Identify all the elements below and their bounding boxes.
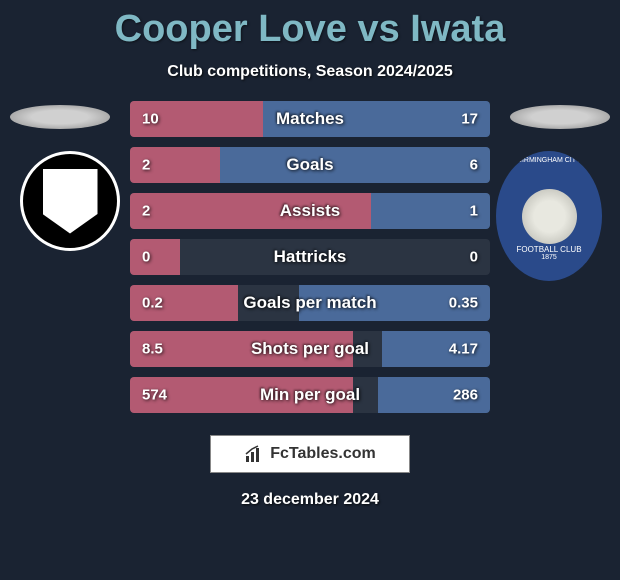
stat-label: Hattricks xyxy=(274,247,347,267)
stat-label: Min per goal xyxy=(260,385,360,405)
stat-value-left: 2 xyxy=(142,157,150,174)
stat-value-right: 0 xyxy=(470,249,478,266)
stat-label: Goals xyxy=(286,155,333,175)
ball-icon xyxy=(522,189,577,244)
stat-value-left: 574 xyxy=(142,387,167,404)
stat-value-left: 0 xyxy=(142,249,150,266)
comparison-panel: BIRMINGHAM CITY FOOTBALL CLUB 1875 1017M… xyxy=(0,101,620,423)
stat-value-right: 6 xyxy=(470,157,478,174)
stat-label: Assists xyxy=(280,201,340,221)
stat-value-right: 4.17 xyxy=(449,341,478,358)
date-label: 23 december 2024 xyxy=(0,491,620,509)
stat-label: Goals per match xyxy=(243,293,376,313)
badge-base-right xyxy=(510,105,610,129)
stat-label: Shots per goal xyxy=(251,339,369,359)
stat-value-left: 10 xyxy=(142,111,159,128)
badge-base-left xyxy=(10,105,110,129)
stat-label: Matches xyxy=(276,109,344,129)
stat-value-left: 2 xyxy=(142,203,150,220)
stat-row: 0 0 Hattricks xyxy=(130,239,490,275)
stat-value-right: 17 xyxy=(461,111,478,128)
stat-row: 574 286 Min per goal xyxy=(130,377,490,413)
subtitle: Club competitions, Season 2024/2025 xyxy=(0,63,620,81)
brand-text: FcTables.com xyxy=(270,445,376,463)
club-badge-right: BIRMINGHAM CITY FOOTBALL CLUB 1875 xyxy=(496,151,602,281)
shield-icon xyxy=(20,151,120,251)
stat-value-right: 1 xyxy=(470,203,478,220)
bar-right-fill xyxy=(220,147,490,183)
stat-value-left: 0.2 xyxy=(142,295,163,312)
bar-left-fill xyxy=(130,239,180,275)
stat-row: 8.5 4.17 Shots per goal xyxy=(130,331,490,367)
club-badge-left xyxy=(20,151,120,251)
shield-inner xyxy=(43,169,98,234)
stat-value-right: 286 xyxy=(453,387,478,404)
badge-ribbon: FOOTBALL CLUB 1875 xyxy=(509,245,589,263)
stats-bars: 10 17 Matches 2 6 Goals 2 1 Assists 0 0 Hattricks 0.… xyxy=(130,101,490,423)
stat-row: 2 6 Goals xyxy=(130,147,490,183)
chart-icon xyxy=(244,444,264,464)
stat-value-left: 8.5 xyxy=(142,341,163,358)
stat-row: 0.2 0.35 Goals per match xyxy=(130,285,490,321)
badge-year: 1875 xyxy=(509,254,589,261)
badge-text-top: BIRMINGHAM CITY xyxy=(496,157,602,164)
page-title: Cooper Love vs Iwata xyxy=(0,0,620,51)
brand-logo[interactable]: FcTables.com xyxy=(210,435,410,473)
shield-icon: BIRMINGHAM CITY FOOTBALL CLUB 1875 xyxy=(496,151,602,281)
badge-text-bottom: FOOTBALL CLUB xyxy=(516,245,581,254)
stat-row: 10 17 Matches xyxy=(130,101,490,137)
stat-row: 2 1 Assists xyxy=(130,193,490,229)
stat-value-right: 0.35 xyxy=(449,295,478,312)
